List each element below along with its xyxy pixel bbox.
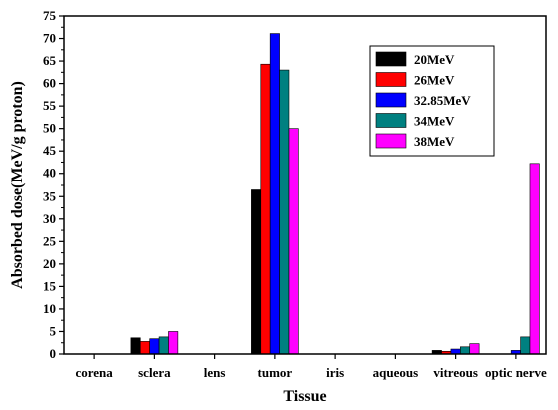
- legend-swatch: [375, 72, 407, 87]
- x-axis-title: Tissue: [283, 388, 326, 405]
- bar-32-85mev-tumor: [269, 33, 280, 355]
- x-tick-label: iris: [326, 365, 344, 380]
- y-tick-label: 60: [43, 76, 56, 91]
- y-tick-label: 5: [50, 323, 57, 338]
- y-tick-label: 65: [43, 53, 57, 68]
- bar-38mev-optic-nerve: [529, 163, 540, 355]
- x-tick-label: corena: [75, 365, 113, 380]
- y-tick-label: 20: [43, 256, 56, 271]
- y-tick-label: 30: [43, 211, 56, 226]
- bar-38mev-vitreous: [469, 343, 480, 355]
- bar-20mev-tumor: [251, 189, 262, 355]
- legend-label: 20MeV: [414, 52, 455, 67]
- bar-34mev-optic-nerve: [520, 336, 531, 355]
- x-tick-label: tumor: [258, 365, 293, 380]
- y-tick-label: 40: [43, 166, 56, 181]
- y-tick-label: 55: [43, 98, 57, 113]
- y-tick-label: 35: [43, 188, 57, 203]
- legend-label: 32.85MeV: [414, 93, 471, 108]
- legend-label: 38MeV: [414, 134, 455, 149]
- bars-group: [130, 33, 540, 355]
- bar-38mev-tumor: [288, 128, 299, 355]
- x-tick-label: lens: [204, 365, 226, 380]
- bar-38mev-sclera: [168, 331, 179, 355]
- y-tick-label: 0: [50, 346, 57, 361]
- x-tick-label: optic nerve: [485, 365, 547, 380]
- y-axis-title: Absorbed dose(MeV/g proton): [9, 81, 26, 289]
- legend-items: 20MeV 26MeV 32.85MeV 34MeV 38MeV: [375, 51, 471, 149]
- bar-32-85mev-sclera: [149, 338, 160, 355]
- x-tick-label: sclera: [138, 365, 171, 380]
- legend-swatch: [375, 92, 407, 108]
- y-tick-label: 10: [43, 301, 56, 316]
- y-tick-label: 50: [43, 121, 56, 136]
- x-tick-label: aqueous: [373, 365, 419, 380]
- bar-34mev-sclera: [158, 336, 169, 355]
- legend-swatch: [375, 113, 407, 128]
- bar-34mev-tumor: [279, 69, 290, 355]
- y-tick-label: 70: [43, 31, 56, 46]
- y-axis-ticks: 0 5 10 15 20 25 30 35 40 45 50 55 60 65 70 75: [43, 8, 64, 361]
- legend: 20MeV 26MeV 32.85MeV 34MeV 38MeV: [369, 45, 495, 157]
- legend-label: 34MeV: [414, 114, 455, 129]
- x-axis-ticks: corena sclera lens tumor iris aqueous vitreous…: [75, 354, 547, 380]
- bar-34mev-vitreous: [460, 346, 471, 355]
- y-tick-label: 45: [43, 143, 57, 158]
- bar-26mev-sclera: [139, 341, 150, 355]
- y-tick-label: 25: [43, 233, 57, 248]
- y-tick-label: 15: [43, 278, 57, 293]
- bar-20mev-sclera: [130, 337, 141, 355]
- y-tick-label: 75: [43, 8, 57, 23]
- plot-area: 0 5 10 15 20 25 30 35 40 45 50 55 60 65 70 75 corena scl…: [43, 8, 547, 380]
- legend-swatch: [375, 133, 407, 149]
- legend-swatch: [375, 51, 407, 67]
- x-tick-label: vitreous: [433, 365, 478, 380]
- legend-label: 26MeV: [414, 73, 455, 88]
- bar-26mev-tumor: [260, 63, 271, 355]
